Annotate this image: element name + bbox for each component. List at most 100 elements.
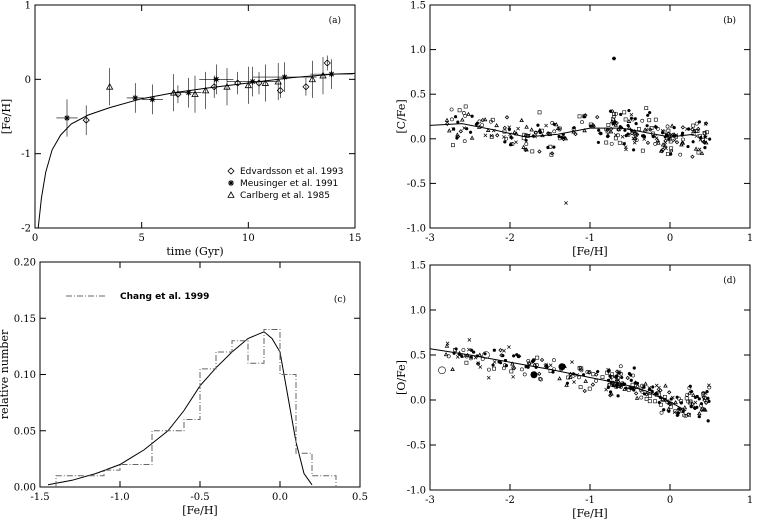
data-point xyxy=(660,131,665,135)
data-point xyxy=(255,79,263,87)
data-point xyxy=(606,369,611,373)
data-point xyxy=(612,56,616,61)
data-point xyxy=(486,375,491,380)
legend-entry: Carlberg et al. 1985 xyxy=(240,191,330,201)
data-point xyxy=(663,135,667,139)
data-point xyxy=(561,132,565,137)
data-point xyxy=(647,399,652,404)
data-point xyxy=(582,115,586,119)
x-tick-label: -1 xyxy=(585,233,595,244)
data-point xyxy=(635,381,640,385)
data-point xyxy=(675,395,679,399)
x-tick-label: -3 xyxy=(425,495,435,506)
data-point xyxy=(645,124,649,128)
data-point xyxy=(644,106,649,111)
y-tick-label: -2 xyxy=(21,224,31,235)
x-tick-label: 15 xyxy=(349,233,362,244)
data-point xyxy=(616,127,622,132)
data-point xyxy=(571,372,575,376)
data-point xyxy=(579,366,584,371)
data-point xyxy=(615,382,619,386)
data-point xyxy=(504,115,510,120)
data-point xyxy=(703,146,707,150)
data-point xyxy=(461,111,466,115)
data-point xyxy=(618,125,622,129)
data-point xyxy=(689,405,693,409)
data-point xyxy=(213,76,220,83)
data-point xyxy=(701,138,705,143)
y-axis-label: [C/Fe] xyxy=(395,99,408,133)
data-point xyxy=(463,113,468,118)
data-point xyxy=(653,124,658,129)
data-point xyxy=(629,378,633,383)
data-point xyxy=(490,117,495,122)
y-tick-label: -1.0 xyxy=(407,224,426,235)
data-point xyxy=(456,120,460,124)
data-point xyxy=(665,152,670,156)
data-point xyxy=(703,407,708,412)
data-point xyxy=(105,82,114,90)
y-tick-label: 1.5 xyxy=(410,261,426,272)
data-point xyxy=(707,399,711,403)
data-point xyxy=(648,111,652,115)
data-point xyxy=(521,136,526,141)
data-point xyxy=(452,127,456,131)
data-point xyxy=(568,371,573,377)
data-point xyxy=(467,337,472,342)
data-point xyxy=(616,394,620,398)
data-point xyxy=(564,382,569,387)
data-point xyxy=(666,131,671,136)
x-tick-label: -2 xyxy=(505,233,515,244)
data-point xyxy=(557,136,562,141)
data-point xyxy=(655,126,660,131)
data-point xyxy=(616,133,621,138)
data-point xyxy=(645,390,651,396)
plot-frame xyxy=(429,4,751,229)
data-point xyxy=(477,352,483,357)
data-point xyxy=(302,83,310,91)
data-point xyxy=(651,134,655,139)
data-point xyxy=(654,383,659,388)
data-point xyxy=(666,128,671,133)
data-point xyxy=(677,396,681,401)
data-point xyxy=(552,122,556,126)
data-point xyxy=(692,405,697,410)
data-point xyxy=(640,148,645,153)
data-point xyxy=(509,369,514,374)
data-point xyxy=(497,360,501,364)
data-point xyxy=(667,390,672,395)
data-point xyxy=(545,131,551,136)
data-point xyxy=(705,389,709,394)
x-tick-label: 1 xyxy=(747,233,753,244)
data-point xyxy=(519,117,524,123)
data-point xyxy=(564,201,568,205)
data-point xyxy=(658,402,663,407)
data-point xyxy=(626,133,631,137)
data-point xyxy=(686,412,691,417)
data-point xyxy=(590,382,596,387)
data-point xyxy=(644,396,649,401)
data-point xyxy=(502,125,507,131)
data-point xyxy=(169,88,178,96)
data-point xyxy=(702,131,707,135)
data-point xyxy=(460,117,465,122)
data-point xyxy=(653,142,658,146)
data-point xyxy=(615,385,619,389)
data-point xyxy=(548,369,553,373)
data-point xyxy=(682,405,688,410)
x-tick-label: 0.5 xyxy=(352,492,368,503)
data-point xyxy=(458,352,462,356)
data-point xyxy=(469,355,473,359)
data-point xyxy=(223,82,231,90)
data-point xyxy=(620,134,625,139)
data-point xyxy=(510,361,515,366)
y-axis-label: relative number xyxy=(0,329,11,419)
data-point xyxy=(697,397,701,401)
data-point xyxy=(623,145,628,149)
data-point xyxy=(485,127,491,132)
data-point xyxy=(444,343,450,348)
y-axis-label: [O/Fe] xyxy=(395,360,408,395)
data-point xyxy=(600,375,605,379)
data-point xyxy=(613,374,618,379)
data-point xyxy=(532,362,537,368)
